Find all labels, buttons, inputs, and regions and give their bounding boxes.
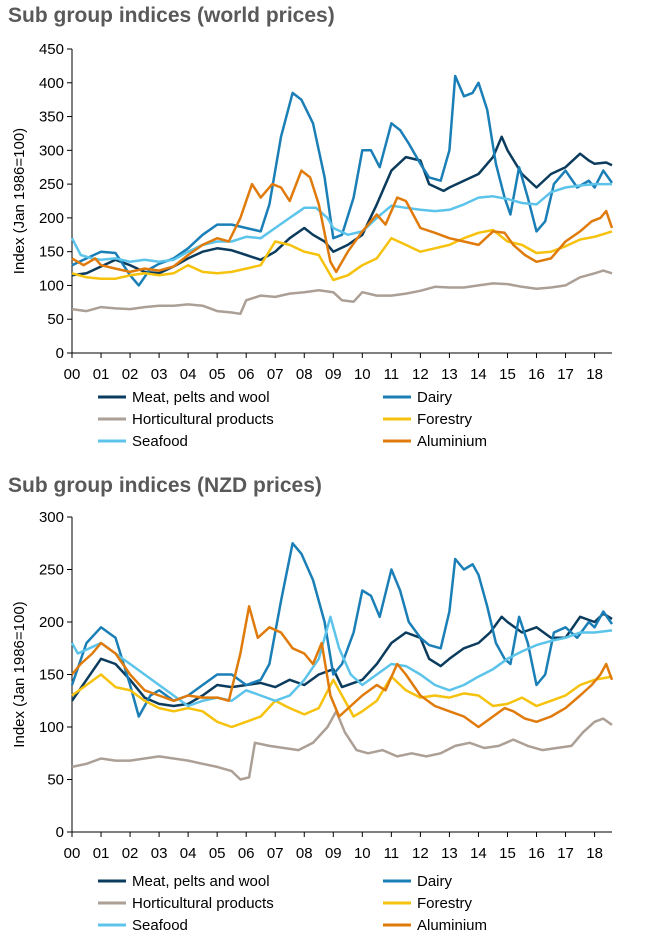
x-tick-label: 02 (122, 366, 139, 383)
nzd-prices-chart: 0 50 100 150 200 250 300 00 01 02 03 04 05 06 07 08 09 10… (11, 509, 614, 934)
x-tick-label: 14 (470, 845, 487, 862)
x-tick-label: 00 (64, 366, 81, 383)
x-tick-label: 09 (325, 845, 342, 862)
x-tick-label: 08 (296, 366, 313, 383)
y-axis-label-world: Index (Jan 1986=100) (11, 128, 28, 274)
x-tick-label: 15 (499, 366, 516, 383)
y-tick-label: 150 (39, 667, 64, 684)
x-tick-label: 10 (354, 845, 371, 862)
legend-label-meat: Meat, pelts and wool (132, 389, 270, 406)
x-tick-label: 13 (441, 366, 458, 383)
x-tick-label: 10 (354, 366, 371, 383)
series-line-horti-nzd (71, 710, 613, 781)
y-tick-label: 0 (56, 345, 64, 362)
x-tick-label: 09 (325, 366, 342, 383)
series-line-seafood-nzd (70, 615, 613, 708)
x-tick-label: 18 (586, 845, 603, 862)
y-tick-label: 0 (56, 824, 64, 841)
x-tick-label: 15 (499, 845, 516, 862)
legend-label-aluminium: Aluminium (417, 917, 487, 934)
legend-label-seafood: Seafood (132, 433, 188, 450)
y-tick-label: 200 (39, 210, 64, 227)
x-tick-label: 14 (470, 366, 487, 383)
legend-label-meat: Meat, pelts and wool (132, 873, 270, 890)
chart-title-world: Sub group indices (world prices) (8, 4, 335, 27)
series-line-aluminium-nzd (71, 605, 614, 729)
y-tick-label: 200 (39, 614, 64, 631)
x-tick-label: 05 (209, 366, 226, 383)
series-line-forestry-world (71, 228, 613, 282)
y-tick-label: 150 (39, 244, 64, 261)
x-tick-label: 04 (180, 845, 197, 862)
x-tick-label: 08 (296, 845, 313, 862)
legend-label-dairy: Dairy (417, 389, 453, 406)
y-tick-label: 50 (47, 772, 64, 789)
x-tick-label: 03 (151, 845, 168, 862)
x-tick-label: 13 (441, 845, 458, 862)
x-tick-label: 17 (557, 366, 574, 383)
x-tick-label: 03 (151, 366, 168, 383)
x-tick-label: 06 (238, 845, 255, 862)
series-line-dairy-world (71, 74, 614, 287)
legend-label-seafood: Seafood (132, 917, 188, 934)
legend-label-forestry: Forestry (417, 895, 473, 912)
y-tick-label: 250 (39, 176, 64, 193)
x-tick-label: 01 (93, 366, 110, 383)
x-tick-label: 11 (384, 366, 400, 383)
x-tick-label: 12 (412, 845, 429, 862)
x-tick-label: 11 (384, 845, 400, 862)
y-tick-label: 300 (39, 509, 64, 526)
series-line-aluminium-world (71, 169, 614, 274)
x-tick-label: 16 (528, 366, 545, 383)
world-prices-panel: Sub group indices (world prices) 0 50 100 1… (0, 0, 647, 470)
x-tick-label: 05 (209, 845, 226, 862)
x-tick-label: 07 (267, 845, 284, 862)
series-line-seafood-world (70, 182, 612, 264)
x-tick-label: 04 (180, 366, 197, 383)
x-tick-label: 12 (412, 366, 429, 383)
world-prices-chart: 0 50 100 150 200 250 300 350 400 450 00 01 02 03 04 05 0… (11, 41, 614, 450)
x-tick-label: 02 (122, 845, 139, 862)
x-tick-label: 18 (586, 366, 603, 383)
x-tick-label: 16 (528, 845, 545, 862)
legend-label-aluminium: Aluminium (417, 433, 487, 450)
x-tick-label: 06 (238, 366, 255, 383)
legend-label-horti: Horticultural products (132, 411, 274, 428)
series-line-horti-world (71, 269, 613, 316)
legend-label-forestry: Forestry (417, 411, 473, 428)
legend-label-horti: Horticultural products (132, 895, 274, 912)
x-tick-label: 00 (64, 845, 81, 862)
x-tick-label: 07 (267, 366, 284, 383)
y-tick-label: 100 (39, 277, 64, 294)
x-tick-label: 17 (557, 845, 574, 862)
y-tick-label: 300 (39, 142, 64, 159)
y-tick-label: 100 (39, 719, 64, 736)
chart-title-nzd: Sub group indices (NZD prices) (8, 474, 322, 497)
y-tick-label: 450 (39, 41, 64, 58)
y-axis-label-nzd: Index (Jan 1986=100) (11, 601, 28, 747)
series-line-forestry-nzd (71, 673, 613, 729)
y-tick-label: 400 (39, 75, 64, 92)
y-tick-label: 350 (39, 109, 64, 126)
y-tick-label: 250 (39, 562, 64, 579)
nzd-prices-panel: Sub group indices (NZD prices) 0 50 100 150… (0, 470, 647, 942)
y-tick-label: 50 (47, 311, 64, 328)
legend-label-dairy: Dairy (417, 873, 453, 890)
x-tick-label: 01 (93, 845, 110, 862)
